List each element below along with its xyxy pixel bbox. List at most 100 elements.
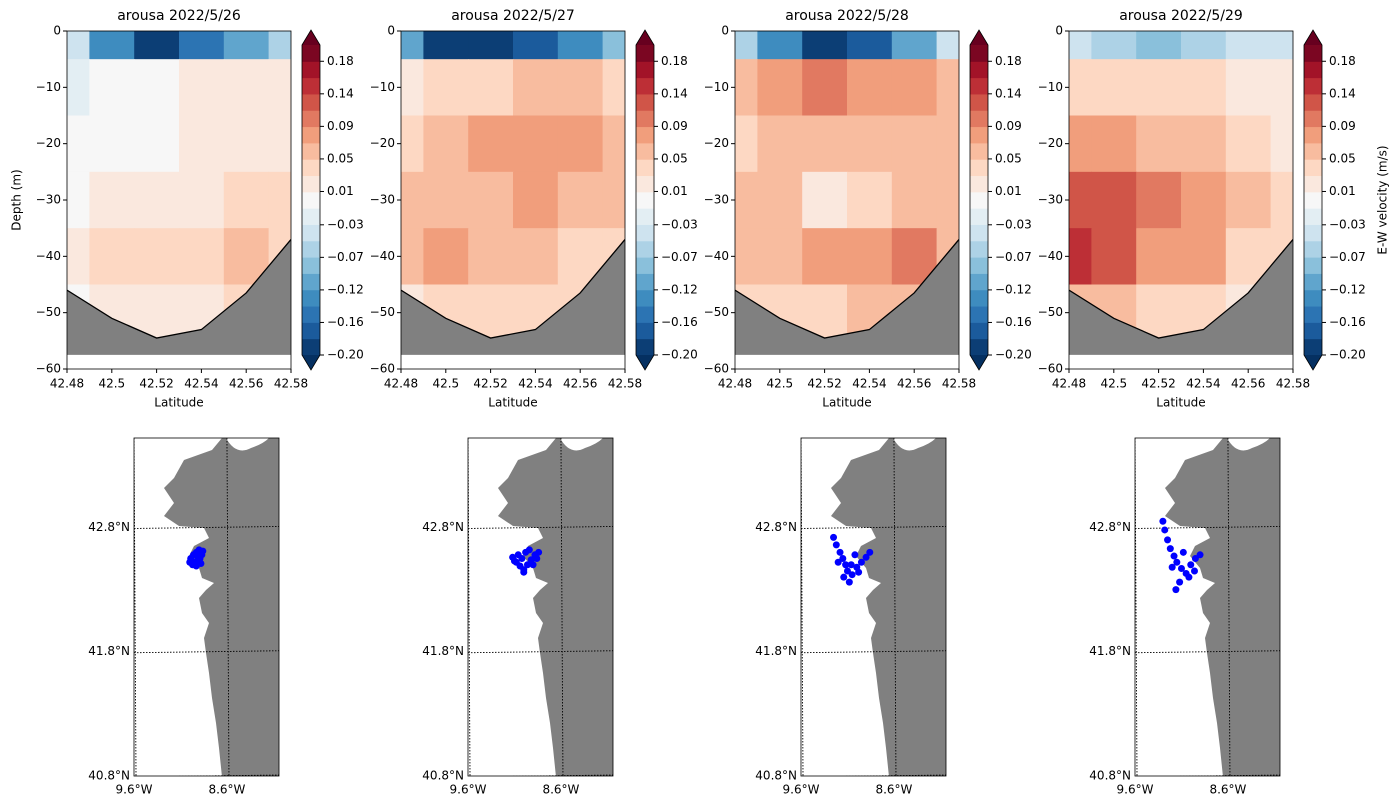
colorbar-band	[1304, 159, 1322, 177]
colorbar-band	[302, 273, 320, 291]
velocity-cell	[891, 171, 938, 229]
particle	[1196, 551, 1204, 559]
colorbar-band	[1304, 45, 1322, 62]
grid-line	[1135, 650, 1280, 654]
colorbar-band	[970, 208, 988, 225]
x-tick-label: 42.5	[432, 377, 459, 391]
y-tick-label: −40	[36, 249, 61, 263]
x-tick-label: 42.48	[718, 377, 752, 391]
colorbar-band	[302, 61, 320, 79]
particle	[839, 555, 847, 563]
velocity-cell	[179, 59, 225, 116]
colorbar-band	[636, 45, 654, 62]
colorbar-tick-label: 0.05	[1329, 151, 1356, 165]
colorbar-band	[302, 322, 320, 340]
colorbar-band	[1304, 61, 1322, 79]
x-tick-label: 9.6°W	[1117, 783, 1154, 797]
particle	[186, 558, 194, 566]
colorbar-extend-max	[302, 30, 320, 45]
colorbar-tick-label: 0.14	[995, 86, 1022, 100]
colorbar-tick-label: −0.12	[995, 282, 1032, 296]
velocity-cell	[401, 115, 424, 173]
x-tick-label: 42.5	[98, 377, 125, 391]
no-data	[67, 354, 291, 369]
velocity-cell	[401, 31, 424, 60]
colorbar-tick-label: −0.20	[327, 348, 364, 362]
colorbar-band	[970, 240, 988, 258]
colorbar-tick-label: −0.07	[995, 250, 1032, 264]
x-tick-label: 42.58	[274, 377, 308, 391]
colorbar-band	[636, 191, 654, 209]
velocity-cell	[513, 171, 559, 229]
colorbar-band	[302, 93, 320, 111]
colorbar-band	[636, 322, 654, 340]
velocity-cell	[1181, 171, 1227, 229]
colorbar-band	[1304, 208, 1322, 225]
colorbar-band	[636, 208, 654, 225]
colorbar-tick-label: 0.09	[661, 119, 688, 133]
velocity-cell	[891, 31, 938, 60]
colorbar-tick-label: −0.03	[327, 217, 364, 231]
velocity-cell	[847, 59, 893, 116]
y-tick-label: 41.8°N	[755, 644, 797, 658]
colorbar-tick-label: −0.16	[661, 315, 698, 329]
particle	[535, 548, 543, 556]
x-axis-label: Latitude	[1156, 396, 1205, 410]
velocity-cell	[1270, 115, 1293, 173]
seabed-line	[401, 239, 625, 339]
velocity-cell	[757, 31, 803, 60]
x-tick-label: 42.52	[139, 377, 173, 391]
colorbar-band	[302, 257, 320, 274]
y-tick-label: 0	[387, 24, 395, 38]
y-tick-label: −60	[704, 362, 729, 376]
particle	[832, 541, 840, 549]
x-tick-label: 42.54	[518, 377, 552, 391]
colorbar-band	[636, 273, 654, 291]
x-tick-label: 42.48	[1052, 377, 1086, 391]
grid-line	[134, 438, 137, 776]
particle	[1164, 536, 1172, 544]
velocity-cell	[89, 171, 135, 229]
velocity-cell	[757, 171, 803, 229]
velocity-cell	[557, 31, 604, 60]
velocity-cell	[1225, 115, 1272, 173]
colorbar-tick-label: −0.16	[1329, 315, 1366, 329]
chart-title: arousa 2022/5/27	[451, 8, 575, 24]
velocity-cell	[468, 171, 514, 229]
velocity-cell	[423, 59, 469, 116]
particle	[1176, 578, 1184, 586]
colorbar-extend-max	[636, 30, 654, 45]
x-tick-label: 42.52	[1141, 377, 1175, 391]
velocity-cell	[513, 59, 559, 116]
velocity-cell	[1136, 171, 1182, 229]
colorbar-tick-label: 0.14	[1329, 86, 1356, 100]
colorbar-band	[302, 77, 320, 95]
colorbar-band	[636, 77, 654, 95]
y-tick-label: 40.8°N	[1089, 769, 1131, 783]
land	[164, 438, 279, 776]
x-tick-label: 42.56	[897, 377, 931, 391]
particle	[510, 557, 518, 565]
colorbar-tick-label: −0.03	[1329, 217, 1366, 231]
velocity-cell	[557, 115, 604, 173]
colorbar-tick-label: −0.07	[1329, 250, 1366, 264]
velocity-cell	[1069, 228, 1092, 285]
velocity-cell	[1225, 31, 1272, 60]
velocity-cell	[602, 171, 625, 229]
map-frame	[800, 437, 947, 777]
velocity-cell	[735, 31, 758, 60]
colorbar-extend-max	[970, 30, 988, 45]
velocity-cell	[757, 59, 803, 116]
particle	[834, 558, 842, 566]
colorbar-band	[1304, 93, 1322, 111]
velocity-cell	[1069, 31, 1092, 60]
contour-field	[735, 31, 959, 369]
colorbar-band	[970, 93, 988, 111]
colorbar-band	[970, 257, 988, 274]
grid-line	[1174, 774, 1280, 776]
velocity-cell	[134, 228, 180, 285]
particle	[1161, 526, 1169, 534]
colorbar-band	[636, 257, 654, 274]
